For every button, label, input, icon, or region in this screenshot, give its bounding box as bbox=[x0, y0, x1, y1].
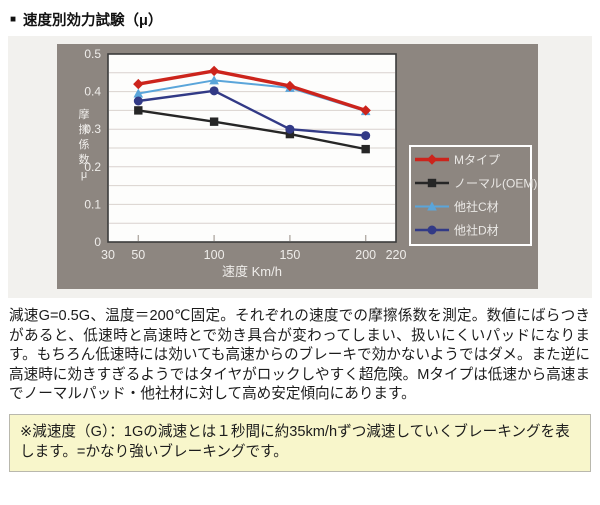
description-paragraph: 減速G=0.5G、温度＝200℃固定。それぞれの速度での摩擦係数を測定。数値にば… bbox=[9, 308, 590, 403]
svg-text:30: 30 bbox=[101, 248, 115, 262]
note-text: ※減速度（G）：1Gの減速とは１秒間に約35km/hずつ減速していくブレーキング… bbox=[20, 423, 570, 460]
svg-text:0.4: 0.4 bbox=[84, 85, 101, 99]
svg-text:速度 Km/h: 速度 Km/h bbox=[222, 264, 282, 279]
svg-text:係: 係 bbox=[79, 138, 90, 151]
gridlines bbox=[109, 72, 395, 224]
x-axis-title: 速度 Km/h bbox=[222, 264, 282, 279]
legend-item: 他社D材 bbox=[415, 223, 499, 238]
svg-text:数: 数 bbox=[79, 153, 90, 166]
svg-text:Mタイプ: Mタイプ bbox=[454, 153, 500, 167]
section-title: ■ 速度別効力試験（μ） bbox=[10, 9, 590, 30]
svg-text:0.3: 0.3 bbox=[84, 122, 101, 136]
svg-text:他社C材: 他社C材 bbox=[454, 199, 499, 214]
svg-text:擦: 擦 bbox=[79, 122, 90, 136]
svg-text:150: 150 bbox=[279, 248, 300, 262]
series-diamond bbox=[133, 65, 371, 116]
legend-item: Mタイプ bbox=[415, 153, 500, 167]
note-box: ※減速度（G）：1Gの減速とは１秒間に約35km/hずつ減速していくブレーキング… bbox=[9, 413, 591, 472]
chart-section: 30 50 100 150 200 220 0 0.1 0.2 0.3 0.4 0.5 速度 Km/h 摩… bbox=[8, 36, 592, 298]
friction-chart: 30 50 100 150 200 220 0 0.1 0.2 0.3 0.4 0.5 速度 Km/h 摩… bbox=[79, 47, 538, 279]
svg-text:摩: 摩 bbox=[79, 107, 90, 121]
svg-text:50: 50 bbox=[131, 248, 145, 262]
page-title: 速度別効力試験（μ） bbox=[23, 13, 163, 29]
svg-text:μ: μ bbox=[81, 169, 87, 181]
legend-item: 他社C材 bbox=[415, 199, 499, 214]
y-axis-labels: 0 0.1 0.2 0.3 0.4 0.5 bbox=[84, 47, 101, 249]
bullet-square-icon: ■ bbox=[10, 13, 17, 25]
legend-item: ノーマル(OEM) bbox=[415, 177, 537, 191]
series-square bbox=[134, 106, 370, 154]
svg-text:0.2: 0.2 bbox=[84, 160, 101, 174]
svg-text:ノーマル(OEM): ノーマル(OEM) bbox=[454, 177, 537, 191]
x-axis-labels: 30 50 100 150 200 220 bbox=[101, 248, 406, 262]
svg-text:100: 100 bbox=[204, 248, 225, 262]
svg-text:0.1: 0.1 bbox=[84, 197, 101, 211]
svg-text:0.5: 0.5 bbox=[84, 47, 101, 61]
svg-text:200: 200 bbox=[355, 248, 376, 262]
x-ticks bbox=[137, 235, 367, 241]
svg-text:220: 220 bbox=[386, 248, 407, 262]
chart-panel: 30 50 100 150 200 220 0 0.1 0.2 0.3 0.4 0.5 速度 Km/h 摩… bbox=[57, 44, 538, 289]
svg-text:他社D材: 他社D材 bbox=[454, 223, 499, 238]
svg-text:0: 0 bbox=[94, 235, 101, 249]
series-circle bbox=[133, 86, 371, 141]
